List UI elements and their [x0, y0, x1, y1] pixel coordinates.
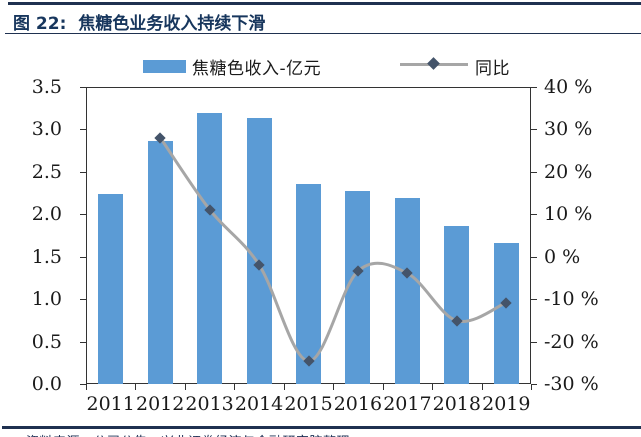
plot-area: [86, 87, 531, 384]
left-axis-label: 3.0: [31, 118, 62, 141]
left-axis-label: 2.5: [31, 160, 62, 183]
right-axis-label: 30 %: [544, 118, 593, 141]
x-axis-tick: [382, 384, 384, 390]
right-axis-tick: [531, 87, 537, 88]
title-underline-rule: [5, 33, 641, 34]
right-axis-tick: [531, 384, 537, 385]
figure-number-label: 图 22:: [13, 14, 67, 34]
left-axis-label: 1.5: [31, 245, 62, 268]
left-axis-label: 3.5: [31, 76, 62, 98]
top-rule: [8, 2, 641, 5]
source-footer-clipped: 资料来源：公司公告，兴业证券经济与金融研究院整理: [26, 431, 626, 437]
x-axis-tick: [135, 384, 137, 390]
right-axis-label: 0 %: [544, 245, 581, 268]
x-axis-tick: [432, 384, 434, 390]
right-axis-tick: [531, 256, 537, 258]
x-axis-label-2016: 2016: [333, 393, 383, 415]
left-axis-label: 0.0: [31, 373, 62, 395]
left-axis-label: 0.5: [31, 330, 62, 353]
legend-line-label: 同比: [475, 59, 510, 79]
x-axis-label-2017: 2017: [383, 393, 432, 415]
x-axis-label-2015: 2015: [284, 393, 333, 415]
x-axis-label-2012: 2012: [136, 393, 185, 415]
left-axis-label: 1.0: [31, 288, 62, 311]
x-axis-label-2014: 2014: [234, 393, 284, 415]
right-axis-label: 40 %: [544, 76, 593, 98]
figure-title: 图 22: 焦糖色业务收入持续下滑: [13, 9, 265, 34]
figure-title-text: 焦糖色业务收入持续下滑: [78, 14, 266, 34]
x-axis-tick: [333, 384, 335, 390]
legend-diamond-icon: [427, 57, 440, 70]
right-axis-label: -20 %: [544, 330, 599, 353]
bottom-rule: [2, 426, 641, 429]
right-axis-label: -30 %: [544, 373, 599, 395]
right-axis-label: -10 %: [544, 288, 599, 311]
right-axis-tick: [531, 299, 537, 301]
x-axis-label-2013: 2013: [185, 393, 234, 415]
x-axis-tick: [531, 384, 532, 390]
left-axis-tick: [80, 384, 86, 385]
x-axis-label-2018: 2018: [432, 393, 481, 415]
legend-bar-label: 焦糖色收入-亿元: [192, 59, 322, 79]
source-footer-text: 资料来源：公司公告，兴业证券经济与金融研究院整理: [26, 431, 626, 437]
x-axis-tick: [86, 384, 87, 390]
x-axis-tick: [184, 384, 186, 390]
x-axis-tick: [481, 384, 483, 390]
right-axis-tick: [531, 341, 537, 343]
right-axis-tick: [531, 129, 537, 131]
right-axis-tick: [531, 171, 537, 173]
right-axis-tick: [531, 214, 537, 216]
x-axis-label-2019: 2019: [482, 393, 531, 415]
legend-line-swatch: [400, 57, 468, 70]
left-axis-label: 2.0: [31, 203, 62, 226]
x-axis-tick: [234, 384, 236, 390]
right-axis-label: 10 %: [544, 203, 593, 226]
x-axis-label-2011: 2011: [86, 393, 135, 415]
legend-bar-swatch: [143, 60, 186, 73]
x-axis-tick: [283, 384, 285, 390]
right-axis-label: 20 %: [544, 160, 593, 183]
